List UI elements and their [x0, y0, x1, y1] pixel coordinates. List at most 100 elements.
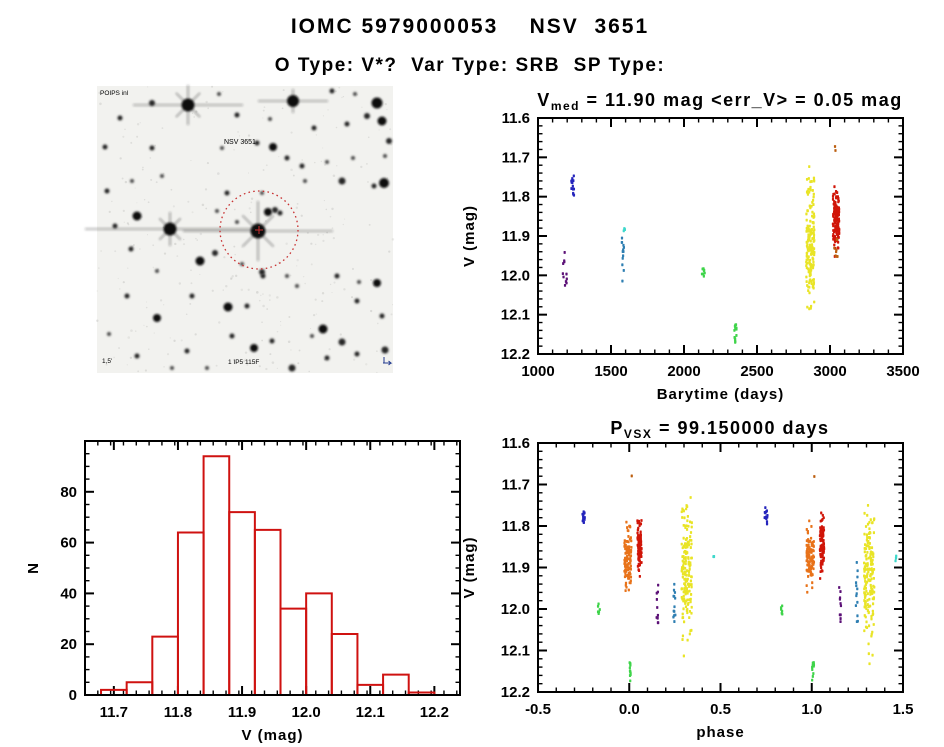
star	[354, 351, 360, 357]
histogram-bar	[279, 607, 308, 694]
data-point	[868, 527, 871, 531]
data-point	[680, 569, 684, 573]
noise-dot	[218, 321, 221, 324]
noise-dot	[230, 277, 233, 281]
noise-dot	[217, 172, 220, 175]
noise-dot	[108, 210, 111, 213]
star	[373, 279, 381, 287]
data-point	[836, 233, 840, 237]
data-point	[807, 289, 810, 293]
data-point	[681, 638, 684, 641]
data-point	[863, 561, 866, 565]
y-tick-label: 20	[60, 636, 77, 653]
data-point	[733, 328, 736, 332]
bright-star-with-spikes	[183, 201, 333, 261]
data-point	[812, 216, 815, 219]
data-point	[688, 632, 691, 636]
x-tick-label: 3000	[813, 363, 846, 380]
data-point	[805, 254, 808, 258]
star	[269, 143, 277, 151]
data-point	[808, 274, 811, 278]
noise-dot	[142, 166, 144, 169]
data-point	[639, 561, 642, 565]
data-point	[680, 595, 683, 599]
data-point	[805, 280, 808, 284]
data-point	[628, 666, 631, 670]
data-point	[627, 573, 630, 577]
noise-dot	[331, 227, 334, 229]
noise-dot	[176, 255, 179, 258]
data-point	[809, 219, 812, 223]
x-tick-label: 0.0	[619, 701, 640, 718]
data-point	[873, 517, 876, 521]
data-point	[563, 283, 567, 287]
data-point	[870, 561, 873, 565]
data-point	[682, 509, 685, 513]
data-point	[808, 519, 811, 523]
bright-star-with-spikes	[133, 85, 243, 125]
noise-dot	[331, 207, 334, 211]
phase-title-prefix: P	[610, 418, 624, 438]
y-tick-label: 12.0	[501, 601, 530, 618]
data-point	[682, 564, 685, 568]
noise-dot	[143, 199, 146, 201]
noise-dot	[244, 351, 248, 354]
noise-dot	[376, 350, 378, 352]
noise-dot	[310, 242, 313, 245]
noise-dot	[321, 300, 324, 303]
data-point	[807, 575, 810, 578]
data-point	[765, 522, 769, 526]
noise-dot	[119, 288, 121, 290]
star	[235, 220, 239, 224]
noise-dot	[173, 339, 176, 342]
noise-dot	[155, 181, 158, 184]
noise-dot	[239, 135, 241, 137]
y-tick-label: 11.6	[502, 110, 530, 127]
star	[223, 302, 233, 312]
data-point	[821, 513, 824, 517]
noise-dot	[258, 365, 261, 368]
data-point	[672, 615, 675, 619]
noise-dot	[321, 292, 325, 295]
data-point	[833, 212, 837, 216]
noise-dot	[269, 353, 272, 356]
data-point	[805, 275, 808, 279]
x-tick-label: 12.2	[420, 704, 449, 721]
star	[379, 178, 389, 188]
data-point	[866, 567, 869, 571]
noise-dot	[292, 174, 295, 177]
data-point	[690, 611, 693, 615]
data-point	[637, 558, 641, 562]
data-point	[683, 550, 686, 554]
data-point	[818, 534, 822, 538]
noise-dot	[341, 96, 343, 99]
noise-dot	[353, 358, 356, 361]
star	[244, 303, 250, 309]
star	[264, 208, 272, 216]
data-point	[807, 177, 810, 180]
data-point	[864, 586, 867, 590]
data-point	[805, 584, 808, 588]
data-point	[810, 180, 813, 183]
data-point	[806, 257, 809, 261]
data-point	[808, 570, 811, 573]
data-point	[805, 218, 808, 222]
data-point	[833, 145, 837, 148]
noise-dot	[250, 201, 253, 204]
noise-dot	[260, 294, 262, 297]
data-point	[807, 248, 810, 252]
noise-dot	[144, 369, 148, 372]
star	[155, 269, 159, 273]
noise-dot	[314, 161, 316, 164]
star	[379, 313, 385, 319]
data-point	[833, 243, 836, 247]
noise-dot	[263, 106, 266, 108]
page-title: IOMC 5979000053 NSV 3651	[291, 15, 649, 38]
data-point	[870, 587, 874, 591]
noise-dot	[365, 363, 368, 366]
noise-dot	[296, 259, 299, 262]
data-point	[819, 539, 822, 542]
data-point	[811, 189, 814, 192]
data-point	[835, 238, 839, 241]
noise-dot	[233, 208, 236, 211]
